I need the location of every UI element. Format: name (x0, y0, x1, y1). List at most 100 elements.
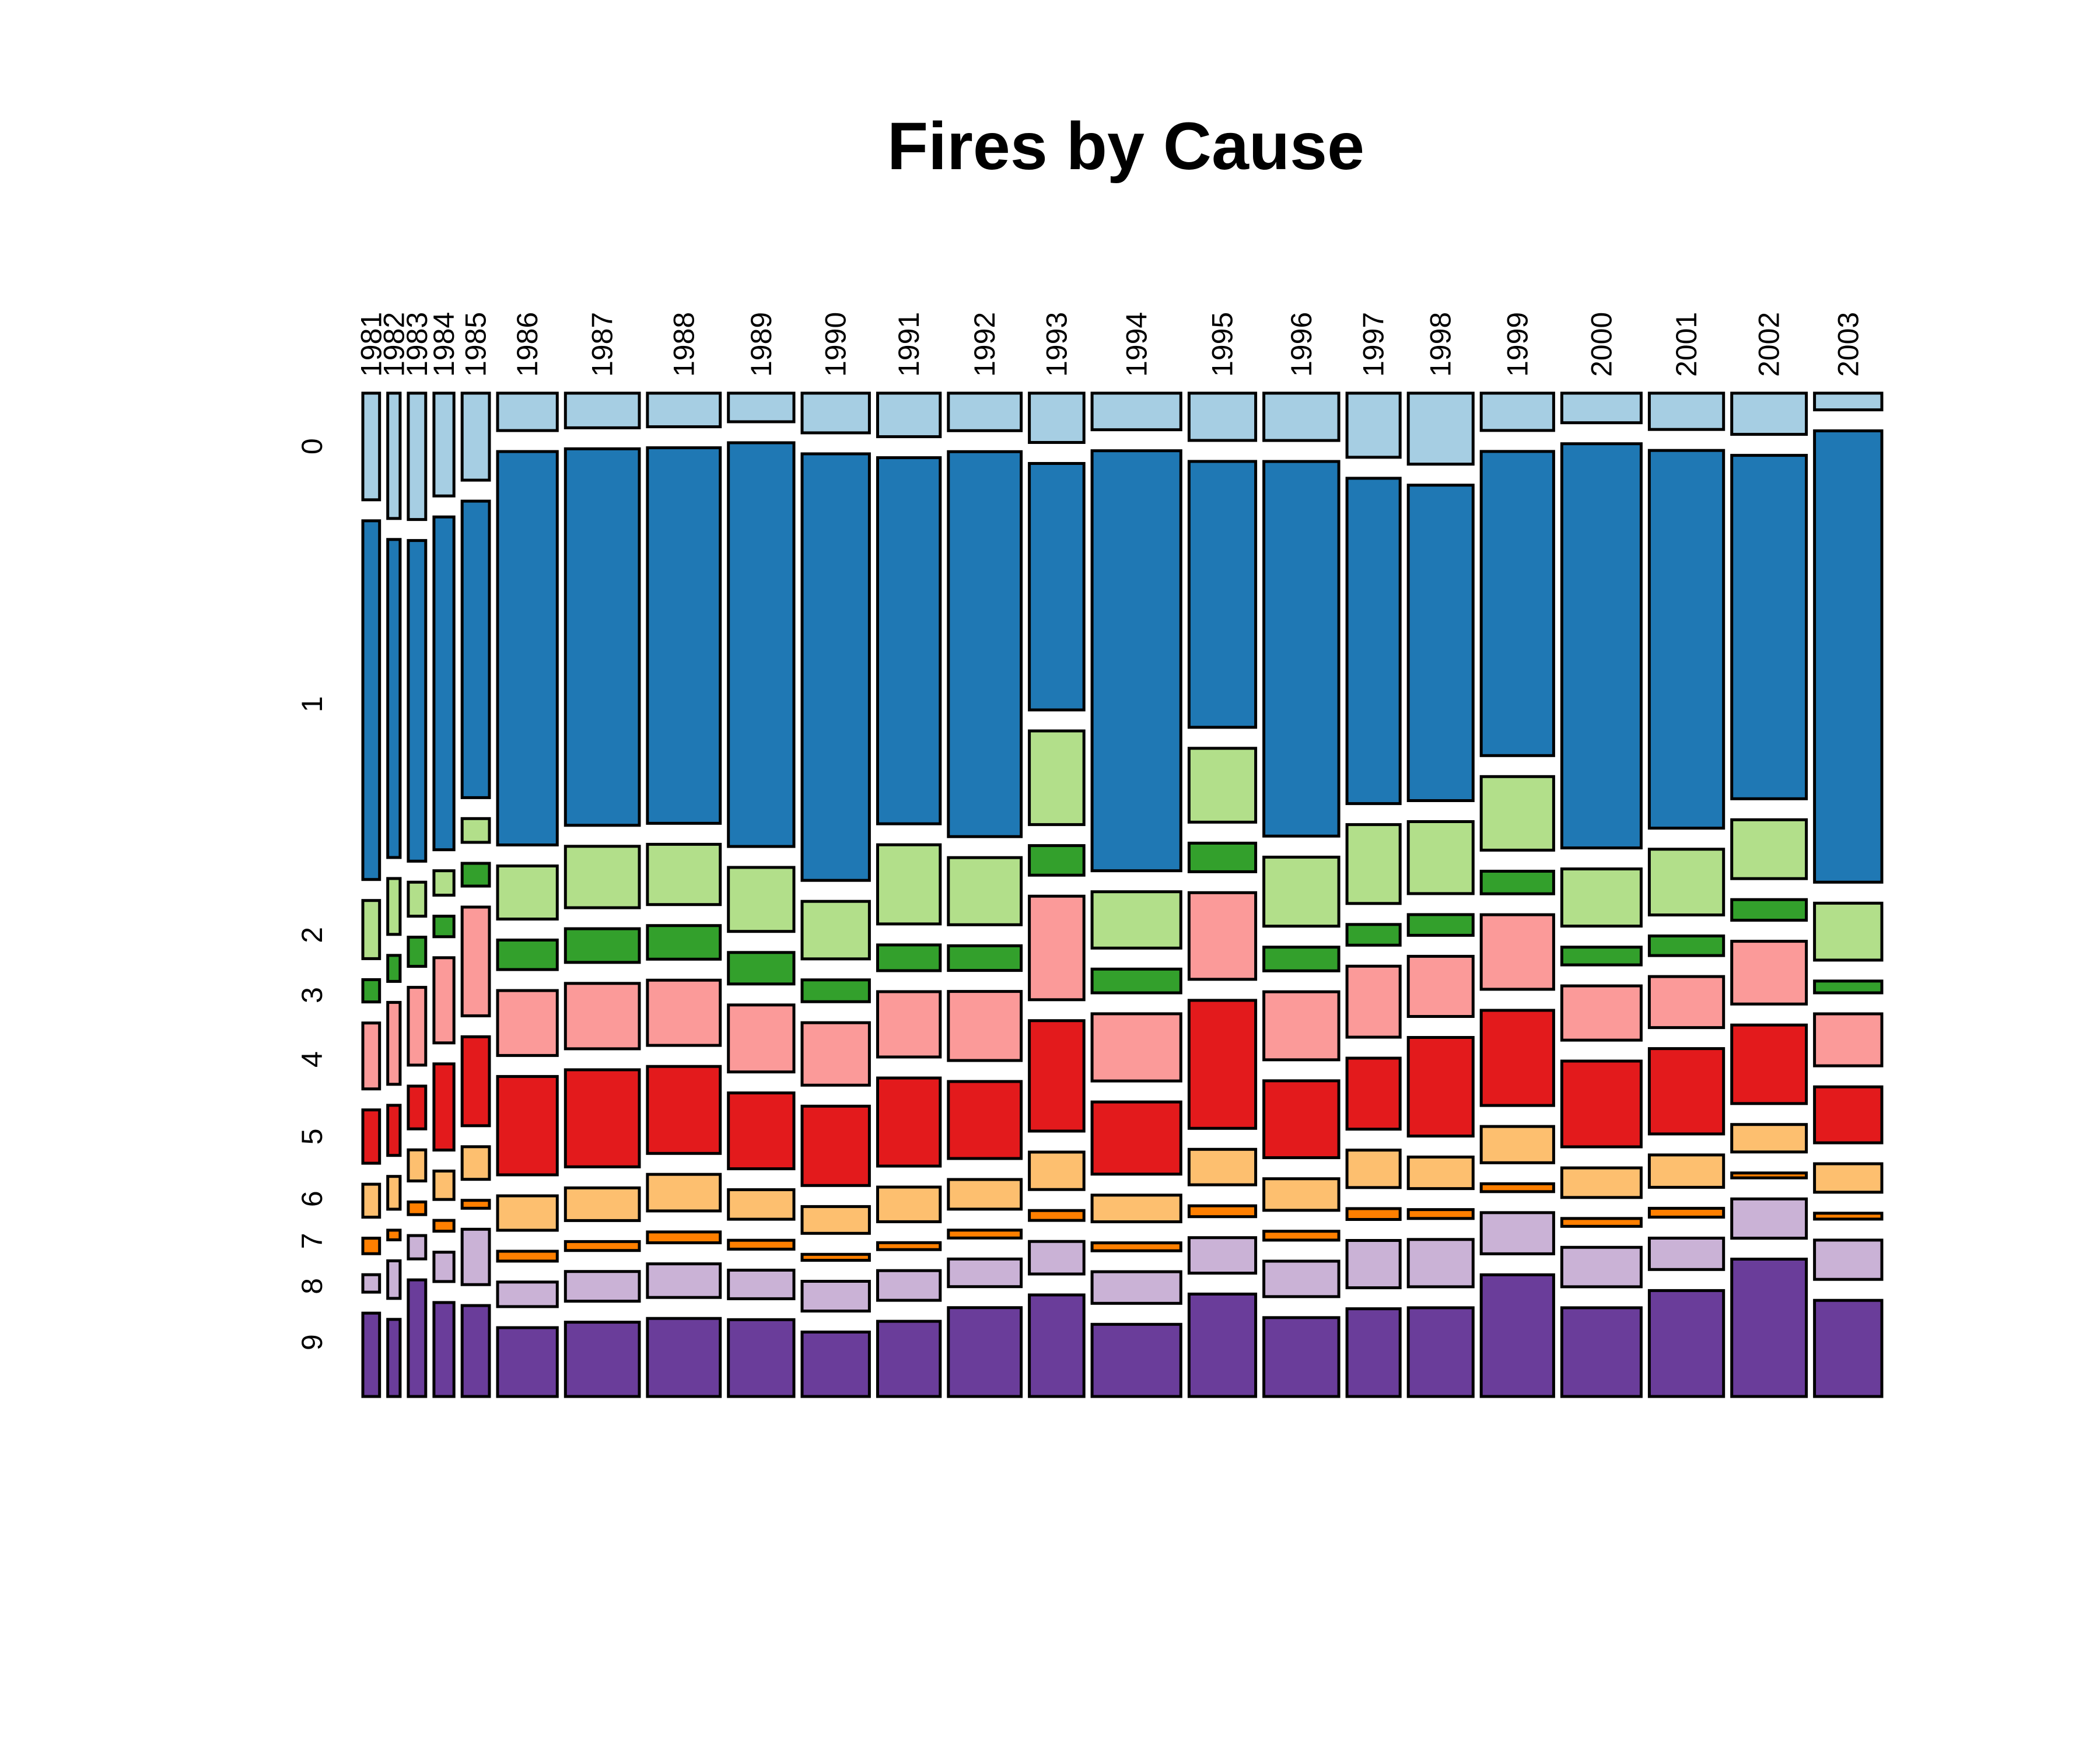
tile-1995-cause-2 (1187, 747, 1258, 824)
tile-1991-cause-5 (876, 1076, 942, 1168)
tile-1992-cause-5 (947, 1080, 1023, 1160)
tile-1998-cause-6 (1406, 1156, 1475, 1191)
tile-1998-cause-8 (1406, 1238, 1475, 1289)
year-label-1998: 1998 (1424, 312, 1457, 377)
tile-1996-cause-8 (1262, 1259, 1340, 1298)
year-label-1991: 1991 (892, 312, 925, 377)
tile-1991-cause-3 (876, 943, 942, 972)
tile-1995-cause-7 (1187, 1204, 1258, 1219)
tile-1990-cause-6 (800, 1205, 871, 1235)
tile-1995-cause-1 (1187, 460, 1258, 729)
tile-1989-cause-0 (727, 391, 796, 424)
tile-1992-cause-8 (947, 1257, 1023, 1289)
tile-1982-cause-0 (386, 391, 402, 520)
chart-title: Fires by Cause (887, 109, 1364, 184)
year-label-1984: 1984 (428, 312, 460, 377)
tile-1998-cause-7 (1406, 1208, 1475, 1220)
tile-1991-cause-7 (876, 1241, 942, 1251)
tile-2002-cause-0 (1730, 391, 1808, 436)
tile-2002-cause-1 (1730, 454, 1808, 800)
tile-2000-cause-3 (1560, 946, 1643, 967)
tile-1998-cause-9 (1406, 1306, 1475, 1398)
tile-1988-cause-5 (646, 1065, 722, 1155)
cause-label-5: 5 (296, 1129, 328, 1145)
cause-labels: 0 1 2 3 4 5 6 7 8 9 (296, 438, 328, 1350)
tile-1993-cause-4 (1028, 894, 1086, 1002)
tile-1986-cause-1 (496, 450, 559, 846)
tile-2000-cause-2 (1560, 867, 1643, 928)
tile-1989-cause-5 (727, 1091, 796, 1171)
tile-2002-cause-3 (1730, 898, 1808, 922)
tile-1988-cause-0 (646, 391, 722, 429)
tile-1986-cause-2 (496, 864, 559, 921)
cause-label-1: 1 (296, 696, 328, 712)
tile-2001-cause-7 (1647, 1206, 1726, 1219)
tile-1985-cause-4 (460, 905, 491, 1017)
tile-1997-cause-0 (1345, 391, 1402, 459)
tile-2000-cause-1 (1560, 442, 1643, 850)
tile-2003-cause-0 (1813, 391, 1884, 412)
tile-1990-cause-7 (800, 1252, 871, 1262)
tile-1995-cause-6 (1187, 1147, 1258, 1186)
cause-label-8: 8 (296, 1278, 328, 1294)
cause-label-3: 3 (296, 987, 328, 1003)
year-label-1992: 1992 (968, 312, 1001, 377)
tile-1983-cause-3 (407, 936, 428, 968)
tile-1985-cause-3 (460, 862, 491, 888)
tile-1993-cause-8 (1028, 1240, 1086, 1276)
year-label-1994: 1994 (1120, 312, 1153, 377)
tile-2001-cause-1 (1647, 449, 1726, 830)
year-label-1997: 1997 (1357, 312, 1390, 377)
tile-1999-cause-2 (1479, 775, 1555, 852)
year-label-1995: 1995 (1206, 312, 1239, 377)
tile-1981-cause-2 (361, 899, 382, 960)
tile-1997-cause-9 (1345, 1307, 1402, 1398)
tile-1983-cause-1 (407, 539, 428, 863)
tile-2003-cause-8 (1813, 1238, 1884, 1281)
tile-1995-cause-4 (1187, 891, 1258, 981)
tile-1997-cause-8 (1345, 1239, 1402, 1290)
tile-1984-cause-1 (432, 515, 456, 852)
tile-1990-cause-4 (800, 1021, 871, 1087)
tile-1994-cause-1 (1090, 449, 1182, 873)
tile-1991-cause-1 (876, 456, 942, 825)
tile-1982-cause-3 (386, 954, 402, 983)
year-label-1999: 1999 (1501, 312, 1534, 377)
tile-1997-cause-1 (1345, 477, 1402, 806)
tile-1986-cause-3 (496, 939, 559, 971)
tile-1988-cause-1 (646, 446, 722, 825)
year-label-1988: 1988 (667, 312, 700, 377)
tile-1989-cause-7 (727, 1238, 796, 1251)
tile-2001-cause-4 (1647, 975, 1726, 1030)
tile-1983-cause-4 (407, 986, 428, 1067)
year-label-1987: 1987 (586, 312, 619, 377)
tile-1983-cause-2 (407, 880, 428, 918)
tile-1998-cause-1 (1406, 484, 1475, 802)
tile-1992-cause-3 (947, 944, 1023, 972)
cause-label-4: 4 (296, 1051, 328, 1068)
tile-1994-cause-9 (1090, 1322, 1182, 1398)
tile-1988-cause-9 (646, 1317, 722, 1398)
tile-2002-cause-4 (1730, 940, 1808, 1006)
tile-1998-cause-2 (1406, 820, 1475, 895)
tile-1985-cause-8 (460, 1227, 491, 1286)
tile-1999-cause-8 (1479, 1211, 1555, 1255)
tile-1987-cause-6 (564, 1186, 641, 1222)
year-label-1993: 1993 (1040, 312, 1073, 377)
tile-2001-cause-6 (1647, 1153, 1726, 1189)
tile-1982-cause-9 (386, 1318, 402, 1398)
tile-1987-cause-2 (564, 845, 641, 909)
tile-1996-cause-4 (1262, 990, 1340, 1062)
tile-1993-cause-3 (1028, 844, 1086, 877)
tile-1990-cause-0 (800, 391, 871, 435)
year-label-2003: 2003 (1832, 312, 1864, 377)
tile-1997-cause-4 (1345, 964, 1402, 1039)
tile-1981-cause-3 (361, 978, 382, 1004)
tile-1981-cause-5 (361, 1108, 382, 1165)
tile-1999-cause-1 (1479, 450, 1555, 757)
year-label-1981: 1981 (355, 312, 387, 377)
tile-2002-cause-7 (1730, 1171, 1808, 1180)
tile-1981-cause-6 (361, 1182, 382, 1219)
